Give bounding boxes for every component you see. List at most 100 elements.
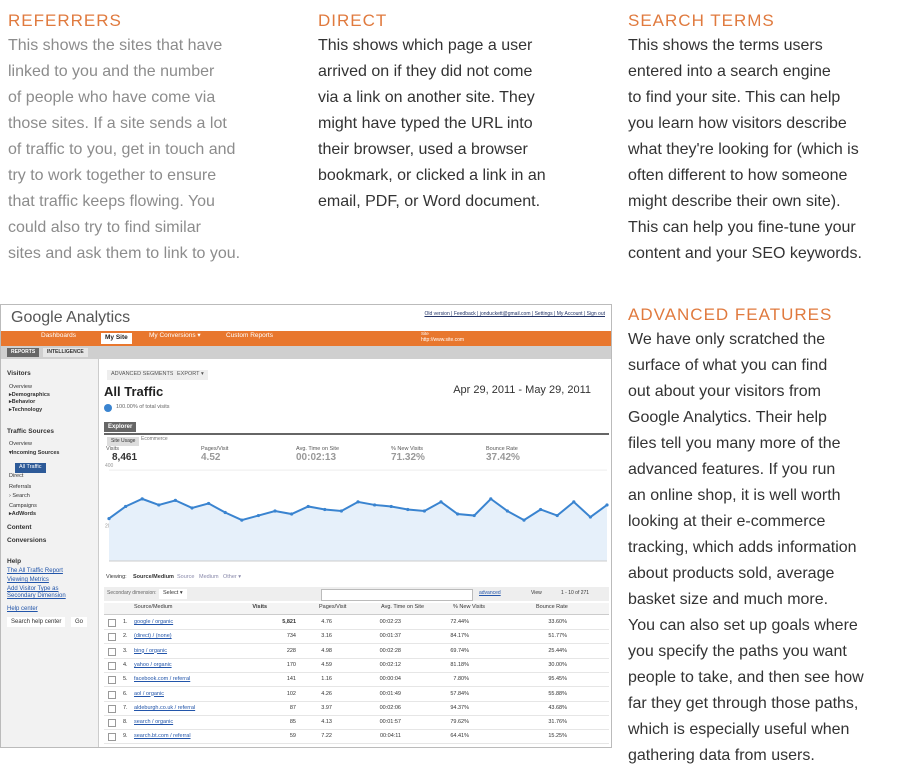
gray-bar xyxy=(1,346,611,359)
help-item[interactable]: Go xyxy=(71,617,88,627)
section-heading: REFERRERS xyxy=(8,11,122,30)
section-text: which is especially useful when xyxy=(628,721,850,738)
table-cell: 00:04:11 xyxy=(379,733,401,740)
section-text: far they get through those paths, xyxy=(628,695,859,712)
table-cell[interactable]: aol / organic xyxy=(134,690,164,697)
table-cell: 59 xyxy=(289,733,296,740)
row-divider xyxy=(104,743,609,745)
sidebar-item[interactable]: ▸Demographics xyxy=(9,392,50,398)
section-text: linked to you and the number xyxy=(8,63,215,80)
explorer-tab[interactable]: Explorer xyxy=(104,422,137,432)
table-cell[interactable]: google / organic xyxy=(134,619,174,625)
search-tool[interactable]: advanced xyxy=(479,590,501,596)
section-text: what they're looking for (which is xyxy=(628,141,859,158)
table-cell[interactable]: (direct) / (none) xyxy=(134,633,172,640)
row-checkbox xyxy=(108,690,116,699)
analytics-screenshot: Google Analytics Old version | Feedback |… xyxy=(0,304,612,748)
section-text: This can help you fine-tune your xyxy=(628,219,856,236)
sidebar-item[interactable]: Traffic Sources xyxy=(7,428,54,435)
table-cell: 00:02:06 xyxy=(379,704,401,711)
section-text: you specify the paths you want xyxy=(628,643,847,660)
sidebar-item[interactable]: ▸Technology xyxy=(9,407,43,413)
help-item[interactable]: Search help center xyxy=(7,617,66,627)
trend-chart: 400200 xyxy=(105,463,609,562)
row-divider xyxy=(104,643,609,645)
help-item[interactable]: Secondary Dimension xyxy=(7,593,66,599)
table-cell: 7.80% xyxy=(453,676,469,683)
help-item[interactable]: Help center xyxy=(7,606,38,612)
help-item[interactable]: Viewing Metrics xyxy=(7,577,49,583)
table-cell: 81.18% xyxy=(450,661,469,668)
metric-label: Visits xyxy=(106,446,120,452)
table-cell[interactable]: facebook.com / referral xyxy=(134,676,191,683)
sidebar-item[interactable]: › Search xyxy=(9,493,30,499)
section-text: of people who have come via xyxy=(8,89,216,106)
sidebar-item[interactable]: ▸Behavior xyxy=(9,399,36,405)
trend-point xyxy=(555,513,559,518)
sidebar-item[interactable]: ▾Incoming Sources xyxy=(9,450,60,456)
table-cell[interactable]: search.bt.com / referral xyxy=(134,733,191,740)
sidebar-item[interactable]: Content xyxy=(7,524,32,531)
nav-tab[interactable]: Custom Reports xyxy=(226,332,273,339)
subnav-tab[interactable]: REPORTS xyxy=(7,348,40,357)
subtab[interactable]: Site Usage xyxy=(107,437,140,446)
search-tool[interactable]: 1 - 10 of 271 xyxy=(561,590,590,596)
section-text: This shows the sites that have xyxy=(8,37,223,54)
toolbar-button[interactable]: ADVANCED SEGMENTS ▾ xyxy=(107,370,182,380)
metric-value: 00:02:13 xyxy=(296,452,337,463)
search-tool[interactable]: View xyxy=(531,590,542,596)
table-header: Bounce Rate xyxy=(536,604,568,610)
section-text: Google Analytics. Their help xyxy=(628,409,827,426)
sidebar-item[interactable]: Overview xyxy=(9,441,32,447)
help-item[interactable]: Add Visitor Type as xyxy=(7,586,59,592)
trend-point xyxy=(439,500,443,504)
table-cell[interactable]: aldeburgh.co.uk / referral xyxy=(134,704,196,711)
site-label: Site xyxy=(421,331,429,336)
table-cell: 6. xyxy=(123,690,128,697)
nav-tab[interactable]: My Site xyxy=(101,333,132,344)
table-cell: 55.88% xyxy=(548,690,567,697)
viewing-option[interactable]: Source/Medium xyxy=(133,574,174,580)
table-cell: 7. xyxy=(123,704,128,711)
help-item[interactable]: The All Traffic Report xyxy=(7,568,63,574)
table-cell: 15.25% xyxy=(548,733,567,740)
table-cell[interactable]: yahoo / organic xyxy=(134,661,172,668)
table-cell: 00:01:49 xyxy=(379,690,401,697)
table-cell[interactable]: search / organic xyxy=(134,719,174,726)
sidebar-item[interactable]: ▸AdWords xyxy=(9,511,37,517)
toolbar-button[interactable]: EXPORT ▾ xyxy=(173,370,208,380)
sidebar-item[interactable]: Referrals xyxy=(9,484,32,490)
table-cell: 141 xyxy=(286,676,296,683)
sidebar-item[interactable]: Visitors xyxy=(7,370,31,377)
table-cell[interactable]: bing / organic xyxy=(134,647,168,654)
nav-tab[interactable]: Dashboards xyxy=(41,332,77,339)
trend-point xyxy=(489,497,493,501)
nav-tab[interactable]: My Conversions ▾ xyxy=(149,332,201,339)
sidebar-item[interactable]: Campaigns xyxy=(9,503,37,509)
subtab[interactable]: Ecommerce xyxy=(141,436,168,442)
table-cell: 94.37% xyxy=(450,704,469,711)
viewing-option[interactable]: Source xyxy=(177,574,195,580)
section-text: entered into a search engine xyxy=(628,63,831,80)
table-cell: 734 xyxy=(286,633,296,640)
viewing-option[interactable]: Medium xyxy=(199,574,219,580)
table-header: Avg. Time on Site xyxy=(381,604,425,610)
table-header: Source/Medium xyxy=(134,604,173,610)
trend-point xyxy=(472,513,476,518)
metric-label: % New Visits xyxy=(391,446,423,452)
table-cell: 33.60% xyxy=(548,619,567,625)
section-text: surface of what you can find xyxy=(628,357,828,374)
table-header-bg xyxy=(104,603,609,615)
subnav-tab[interactable]: INTELLIGENCE xyxy=(43,348,88,357)
sidebar-item[interactable]: All Traffic xyxy=(15,463,46,473)
sidebar-item[interactable]: Overview xyxy=(9,384,32,390)
metric-value: 8,461 xyxy=(112,452,138,463)
viewing-option[interactable]: Other ▾ xyxy=(223,574,242,580)
sidebar-item[interactable]: Conversions xyxy=(7,537,47,544)
trend-point xyxy=(240,518,244,522)
secondary-select[interactable]: Select ▾ xyxy=(159,589,187,599)
table-cell: 72.44% xyxy=(450,619,469,625)
section-heading: DIRECT xyxy=(318,11,388,30)
table-cell: 4.26 xyxy=(321,690,332,697)
sidebar-item[interactable]: Direct xyxy=(9,473,24,479)
